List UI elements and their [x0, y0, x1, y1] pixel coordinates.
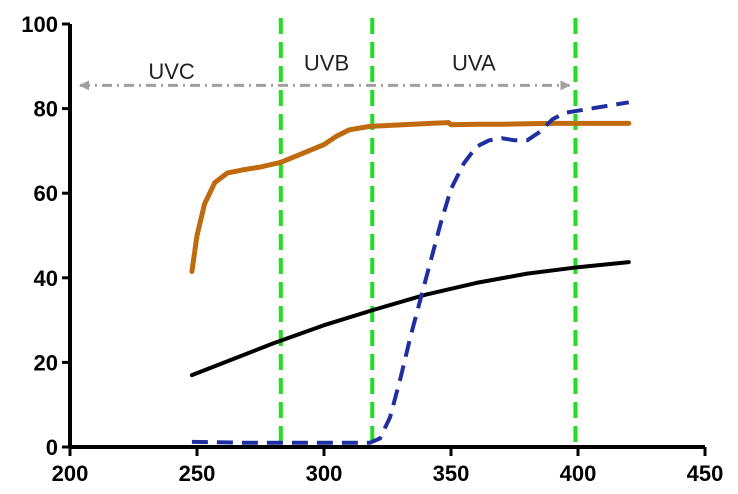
x-tick-label: 250	[179, 461, 216, 486]
y-tick-label: 80	[34, 97, 58, 122]
y-tick-label: 40	[34, 266, 58, 291]
x-tick-label: 450	[687, 461, 724, 486]
y-tick-label: 20	[34, 350, 58, 375]
x-tick-label: 200	[52, 461, 89, 486]
series-black-line	[189, 260, 631, 378]
axes: 0 20 40 60 80 100 200 250 300 350 400 450	[21, 12, 723, 486]
band-label-uva: UVA	[452, 51, 496, 76]
y-tick-label: 60	[34, 181, 58, 206]
x-tick-label: 400	[560, 461, 597, 486]
y-tick-label: 0	[46, 435, 58, 460]
series-blue-dashed-line	[191, 100, 630, 445]
band-annotations: UVC UVB UVA	[79, 51, 571, 91]
x-tick-label: 350	[433, 461, 470, 486]
x-tick-label: 300	[306, 461, 343, 486]
band-label-uvb: UVB	[304, 51, 349, 76]
y-tick-label: 100	[21, 12, 58, 37]
band-label-uvc: UVC	[148, 59, 195, 84]
series-orange-line	[189, 120, 632, 274]
band-boundary-lines	[278, 18, 578, 447]
data-series	[189, 100, 632, 445]
